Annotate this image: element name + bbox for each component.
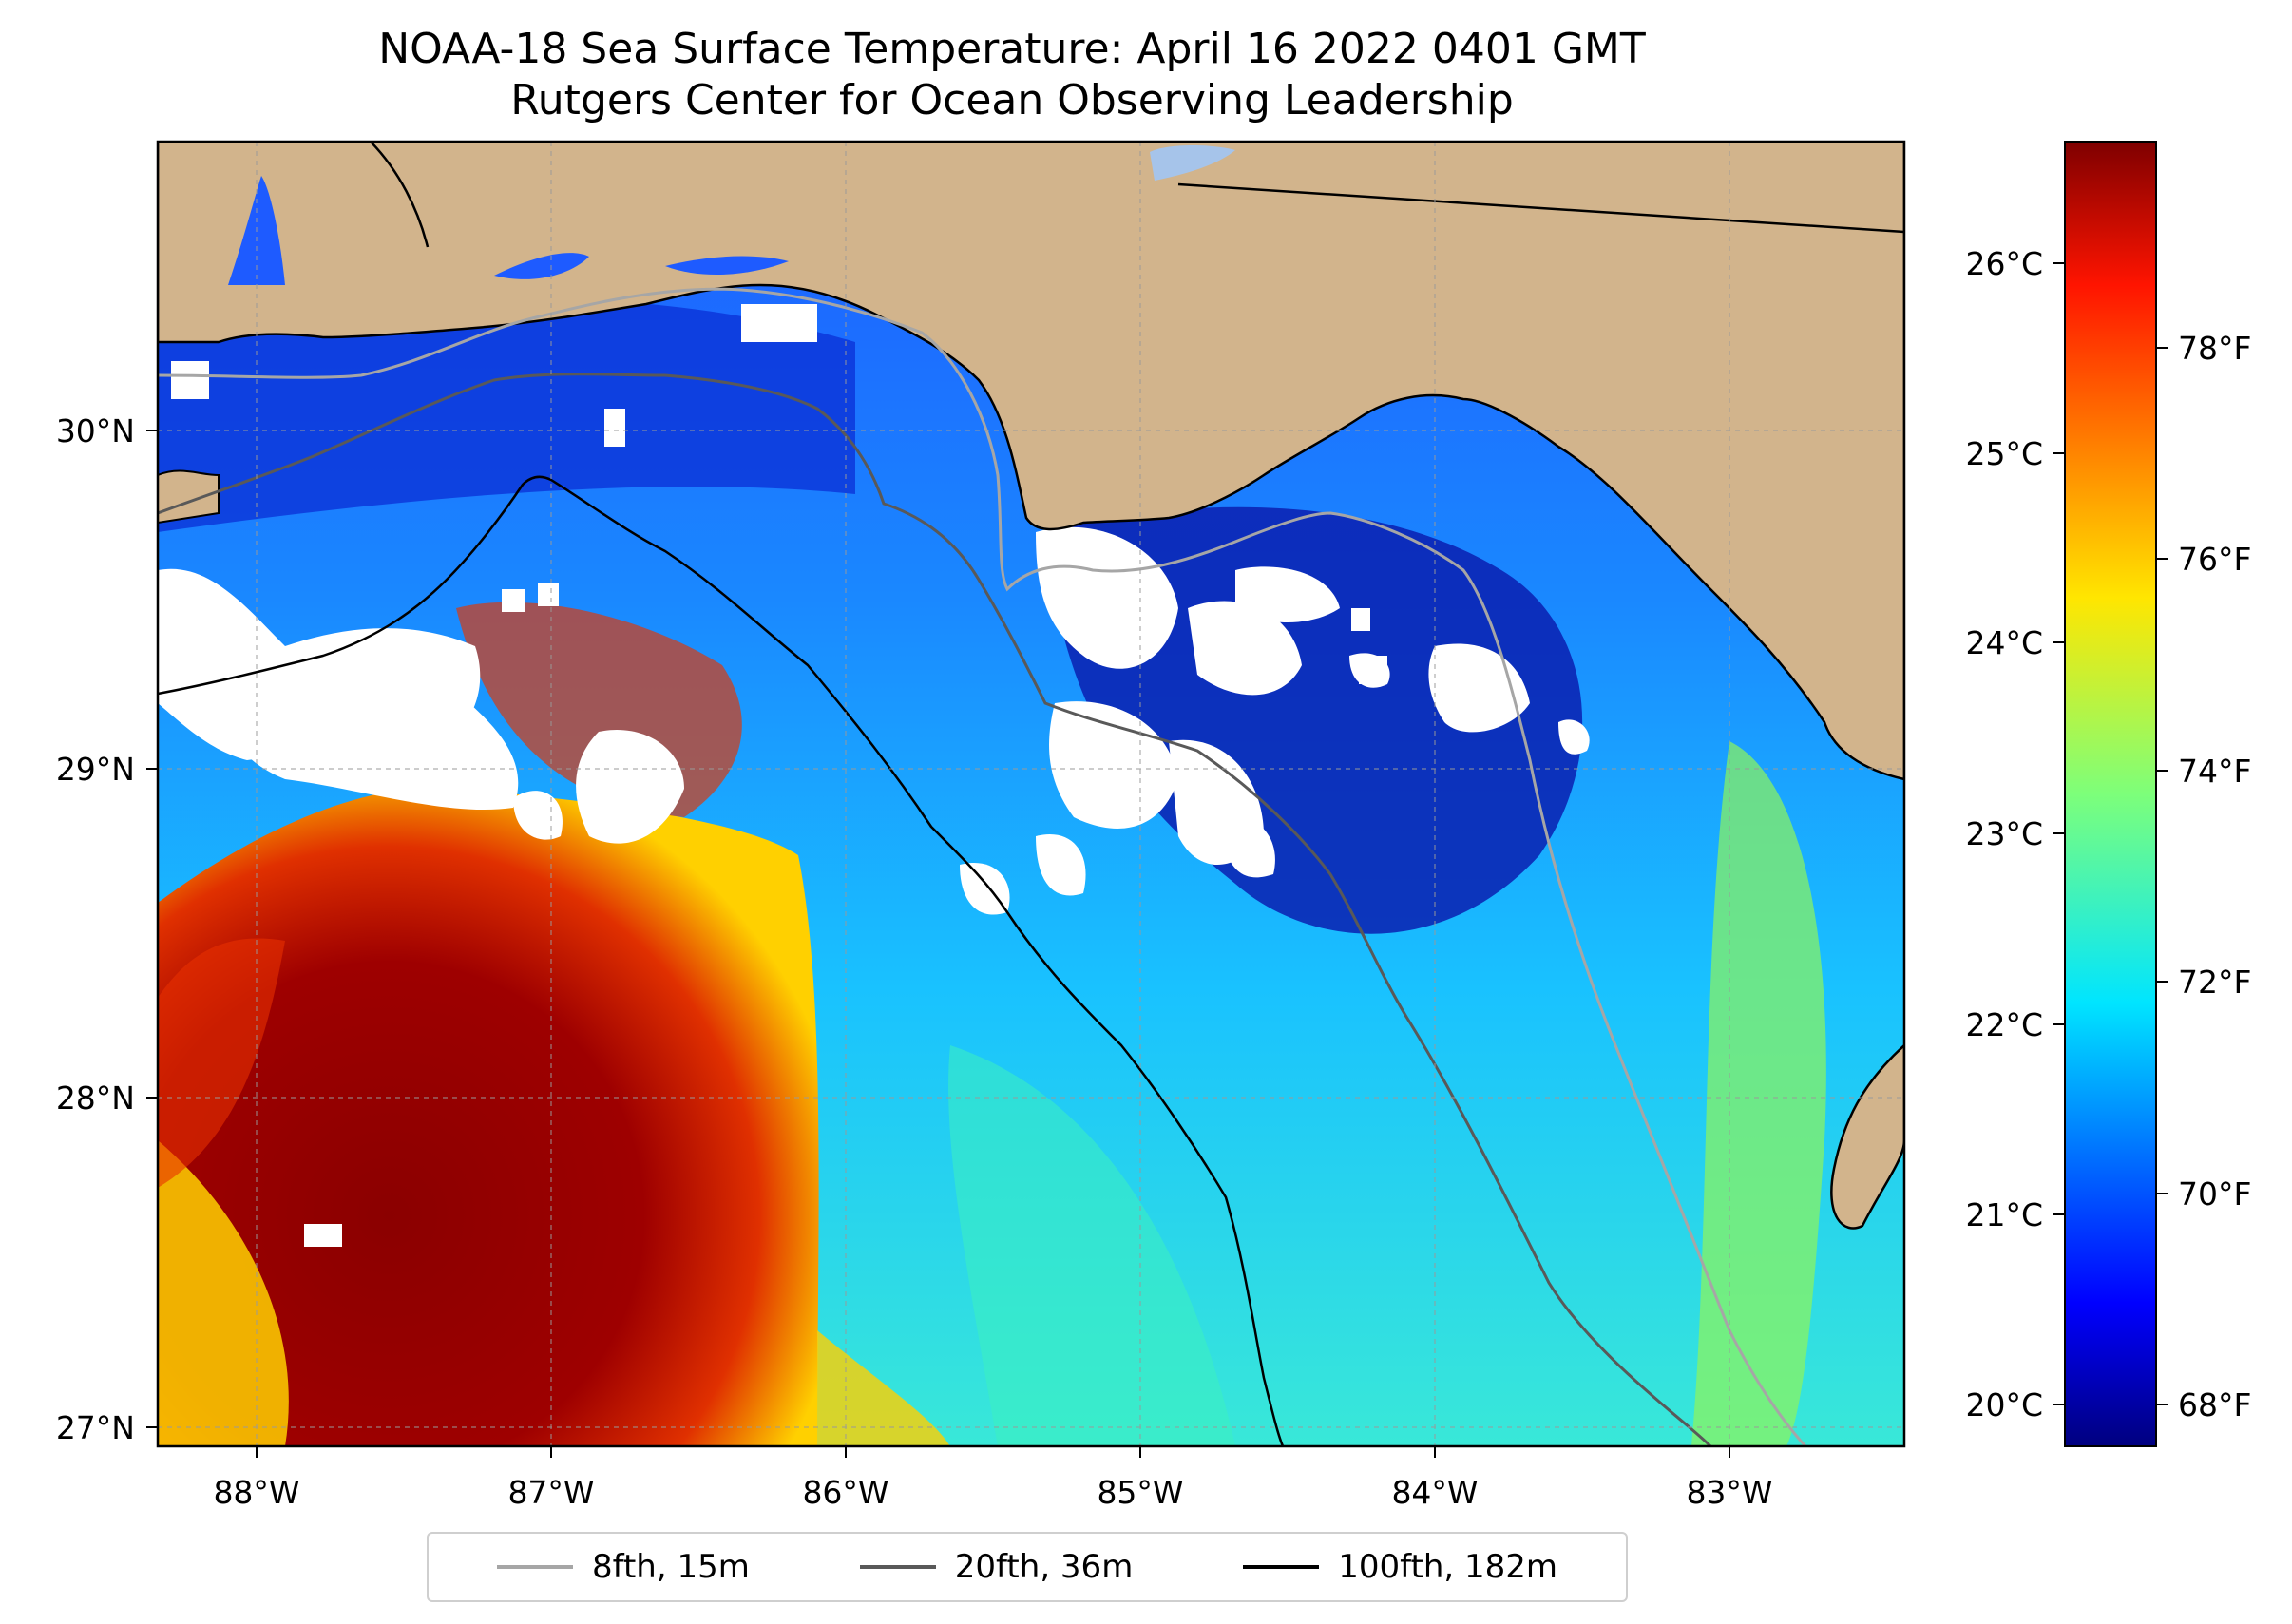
colorbar-celsius-22: 22°C [1965, 1006, 2043, 1043]
legend-item-20fth: 20fth, 36m [859, 1548, 1134, 1586]
bay-inlet [665, 256, 789, 276]
bay-inlet [494, 253, 589, 279]
contour-8fth [158, 287, 1807, 1446]
legend-label-20fth: 20fth, 36m [954, 1548, 1134, 1586]
lat-tick-27n: 27°N [56, 1409, 135, 1446]
colorbar-celsius-24: 24°C [1965, 624, 2043, 661]
colorbar-fahrenheit-74: 74°F [2178, 753, 2251, 790]
lat-tick-29n: 29°N [56, 751, 135, 788]
contour-100fth [158, 475, 1285, 1446]
state-boundary-line [370, 142, 430, 248]
loop-current-warm-core [158, 787, 819, 1446]
lon-tick-88w: 88°W [213, 1474, 299, 1511]
cold-water-patch [158, 295, 855, 532]
lat-tick-28n: 28°N [56, 1079, 135, 1117]
land-mass [158, 142, 1904, 781]
colorbar-fahrenheit-ticks [2156, 347, 2168, 1405]
colorbar-celsius-21: 21°C [1965, 1196, 2043, 1233]
warm-edge [158, 1140, 289, 1446]
state-boundary-line [1177, 182, 1904, 234]
colorbar-fahrenheit-68: 68°F [2178, 1386, 2251, 1423]
legend-item-100fth: 100fth, 182m [1243, 1548, 1557, 1586]
colorbar-celsius-26: 26°C [1965, 245, 2043, 282]
warm-filament [158, 938, 285, 1188]
lon-tick-87w: 87°W [507, 1474, 594, 1511]
mid-shelf-water [948, 1045, 1235, 1446]
colorbar-fahrenheit-70: 70°F [2178, 1175, 2251, 1213]
legend-item-8fth: 8fth, 15m [496, 1548, 750, 1586]
land-mass-west [158, 469, 220, 525]
legend-swatch-20fth [859, 1565, 936, 1569]
colorbar-celsius-25: 25°C [1965, 435, 2043, 472]
lat-tick-30n: 30°N [56, 412, 135, 449]
title-line-2: Rutgers Center for Ocean Observing Leade… [510, 76, 1514, 124]
colorbar-fahrenheit-72: 72°F [2178, 964, 2251, 1001]
title-line-1: NOAA-18 Sea Surface Temperature: April 1… [378, 25, 1646, 73]
lon-tick-83w: 83°W [1686, 1474, 1772, 1511]
lon-tick-86w: 86°W [802, 1474, 888, 1511]
colorbar-celsius-20: 20°C [1965, 1386, 2043, 1423]
colorbar-celsius-ticks [2053, 262, 2065, 1405]
legend-label-100fth: 100fth, 182m [1338, 1548, 1558, 1586]
depth-contour-legend: 8fth, 15m 20fth, 36m 100fth, 182m [427, 1532, 1628, 1602]
map-frame [156, 140, 1906, 1448]
inland-lake [1150, 145, 1235, 181]
legend-swatch-100fth [1243, 1565, 1320, 1569]
colorbar-celsius-23: 23°C [1965, 815, 2043, 852]
colorbar [2064, 141, 2157, 1447]
lon-tick-85w: 85°W [1097, 1474, 1183, 1511]
legend-swatch-8fth [496, 1565, 573, 1569]
axis-ticks [146, 430, 1730, 1458]
warm-edge [817, 1330, 950, 1446]
warm-coastal-band [1691, 741, 1826, 1446]
colorbar-fahrenheit-76: 76°F [2178, 541, 2251, 578]
land-mass-southeast [1830, 1043, 1904, 1230]
map-plot-area [158, 142, 1904, 1446]
legend-label-8fth: 8fth, 15m [591, 1548, 750, 1586]
contour-20fth [158, 373, 1712, 1446]
colorbar-fahrenheit-78: 78°F [2178, 330, 2251, 367]
lon-tick-84w: 84°W [1391, 1474, 1478, 1511]
map-grid [158, 142, 1904, 1446]
